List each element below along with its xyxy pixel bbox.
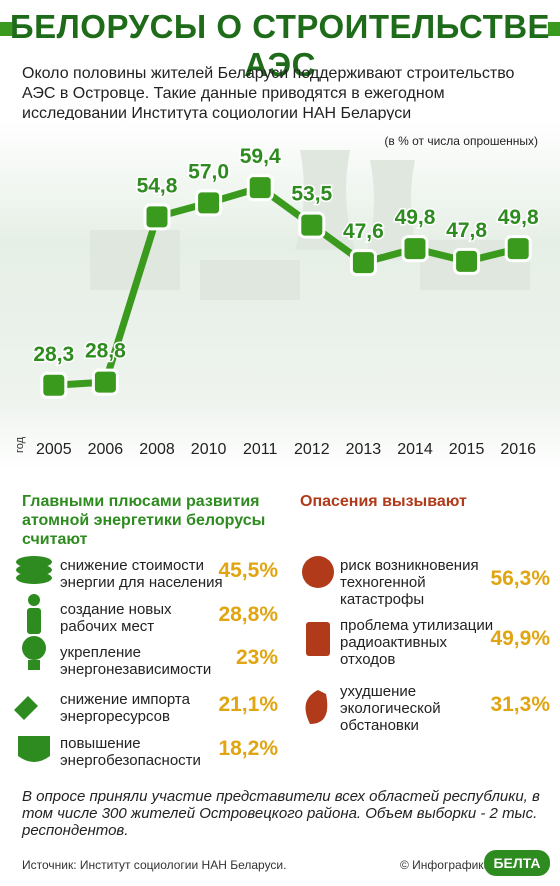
icons (14, 556, 334, 762)
point (453, 247, 481, 275)
intro: Около половины жителей Беларуси поддержи… (22, 65, 515, 122)
item-value: 56,3% (490, 567, 550, 590)
item-label: укрепление энергонезависимости (60, 644, 212, 678)
footnote: В опросе приняли участие представители в… (22, 788, 540, 839)
point (504, 235, 532, 263)
value-label: 59,4 (240, 145, 281, 168)
x-tick-label: 2008 (139, 441, 175, 458)
line (53, 184, 520, 389)
title-bar (0, 22, 12, 36)
value-label: 47,6 (343, 220, 384, 243)
item-value: 31,3% (490, 693, 550, 716)
x-tick-label: 2014 (397, 441, 433, 458)
item-value: 45,5% (218, 559, 278, 582)
point (143, 203, 171, 231)
value-label: 28,3 (33, 343, 74, 366)
value-label: 49,8 (498, 206, 539, 229)
point (349, 249, 377, 277)
credit: © Инфографика (400, 858, 491, 872)
item-label: создание новых рабочих мест (60, 601, 172, 635)
logo: БЕЛТА (484, 850, 550, 876)
x-tick-label: 2006 (88, 441, 124, 458)
point (401, 235, 429, 263)
item-value: 23% (235, 646, 278, 669)
x-axis-label: год (14, 436, 26, 453)
concerns-title: Опасения вызывают (300, 493, 467, 510)
item-label: проблема утилизации радиоактивных отходо… (340, 617, 494, 668)
chart-subtitle: (в % от числа опрошенных) (384, 134, 538, 148)
x-tick-label: 2012 (294, 441, 330, 458)
title: БЕЛОРУСЫ О СТРОИТЕЛЬСТВЕ АЭС (9, 8, 551, 83)
x-tick-label: 2016 (500, 441, 536, 458)
chart: (в % от числа опрошенных) год 2005 2006 2008… (0, 120, 560, 470)
item-value: 18,2% (218, 737, 278, 760)
value-label: 47,8 (446, 219, 487, 242)
x-tick-label: 2015 (449, 441, 485, 458)
value-label: 54,8 (137, 174, 178, 197)
value-label: 53,5 (291, 183, 332, 206)
point (195, 189, 223, 217)
x-tick-label: 2013 (346, 441, 382, 458)
point (91, 368, 119, 396)
point (298, 211, 326, 239)
x-tick-label: 2010 (191, 441, 227, 458)
x-tick-label: 2011 (243, 441, 278, 458)
pros-title: Главными плюсами развития атомной энерге… (22, 493, 266, 548)
item-value: 21,1% (218, 693, 278, 716)
item-label: снижение стоимости энергии для населения (60, 557, 223, 591)
title-bar (548, 22, 560, 36)
value-label: 57,0 (188, 160, 229, 183)
source: Источник: Институт социологии НАН Белару… (22, 858, 287, 872)
value-label: 28,8 (85, 340, 126, 363)
x-tick-label: 2005 (36, 441, 72, 458)
item-label: снижение импорта энергоресурсов (60, 691, 190, 725)
item-label: ухудшение экологической обстановки (340, 683, 441, 734)
point (246, 174, 274, 202)
value-label: 49,8 (395, 206, 436, 229)
point (40, 371, 68, 399)
item-value: 49,9% (490, 627, 550, 650)
item-label: повышение энергобезопасности (60, 735, 201, 769)
item-label: риск возникновения техногенной катастроф… (340, 557, 479, 608)
item-value: 28,8% (218, 603, 278, 626)
